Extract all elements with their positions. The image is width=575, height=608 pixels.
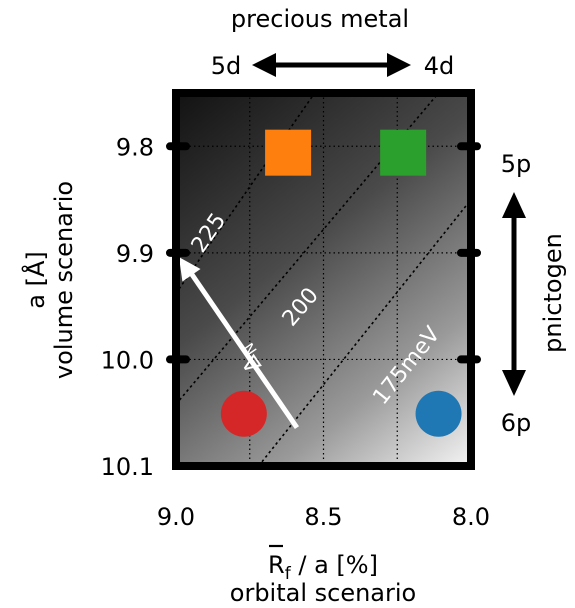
marker-circle-4 [415, 390, 462, 437]
top-left-label-5d: 5d [211, 52, 242, 80]
x-axis-label-rest: / a [%] [291, 551, 378, 579]
marker-square-1 [265, 129, 312, 176]
x-axis-label-scenario: orbital scenario [230, 579, 416, 607]
right-top-label-5p: 5p [501, 150, 532, 178]
x-axis-label: Rf / a [%] [268, 551, 378, 584]
y-tick-label: 10.1 [101, 453, 154, 481]
x-tick-label: 9.0 [157, 503, 195, 531]
contour-line [176, 93, 440, 405]
contour-line [176, 93, 316, 294]
x-tick-label: 8.0 [452, 503, 490, 531]
x-axis-label-subscript: f [285, 564, 292, 584]
top-right-label-4d: 4d [424, 52, 455, 80]
delta-arrow-head [178, 257, 201, 282]
metal-arrow-right-head [387, 53, 411, 77]
plot-frame [172, 89, 475, 470]
pnictogen-label: pnictogen [539, 233, 567, 353]
marker-square-2 [380, 129, 427, 176]
pnictogen-arrow-bottom-head [502, 370, 526, 396]
axis-ticks [166, 142, 481, 364]
x-axis-label-symbol: R [268, 551, 285, 579]
pnictogen-arrow-top-head [502, 192, 526, 218]
y-axis-label-scenario: volume scenario [50, 181, 78, 379]
y-axis-label: a [Å] [21, 251, 50, 308]
metal-arrow-left-head [252, 53, 276, 77]
delta-arrow-shaft [186, 268, 300, 430]
data-markers [220, 129, 462, 437]
right-bottom-label-6p: 6p [501, 409, 532, 437]
y-tick-label: 10.0 [101, 346, 154, 374]
marker-circle-3 [220, 390, 267, 437]
x-tick-label: 8.5 [304, 503, 342, 531]
y-tick-label: 9.9 [116, 240, 154, 268]
precious-metal-label: precious metal [231, 5, 409, 33]
y-tick-label: 9.8 [116, 133, 154, 161]
tick-labels: 9.8 9.9 10.0 10.19.0 8.5 8.0 [101, 133, 491, 531]
